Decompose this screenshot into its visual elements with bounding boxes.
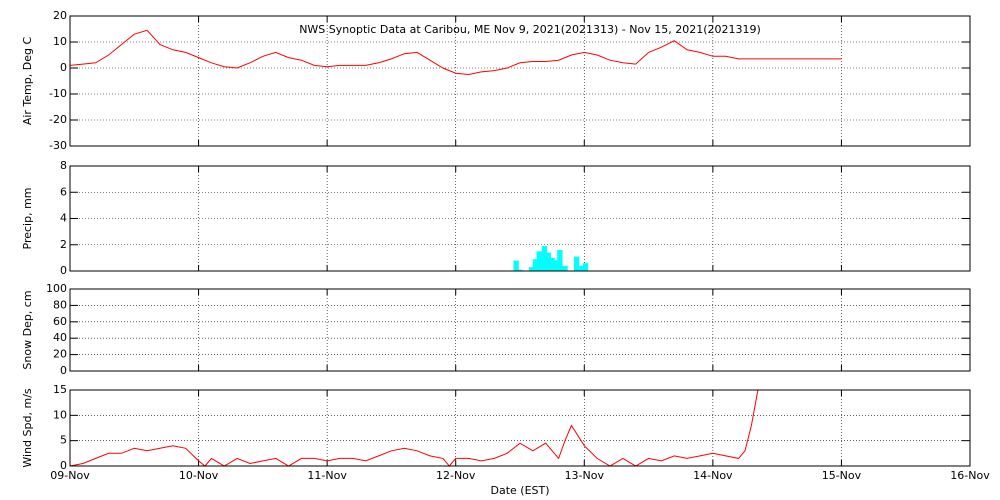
- bar: [532, 259, 539, 271]
- bar: [517, 269, 523, 271]
- bar: [513, 260, 519, 271]
- plot-frame: [69, 288, 971, 372]
- y-tick-label: 8: [60, 159, 67, 172]
- plot-frame: [69, 15, 971, 147]
- y-tick-label: 80: [53, 298, 67, 311]
- bar: [545, 252, 551, 271]
- bar: [557, 250, 563, 271]
- x-tick-label: 14-Nov: [693, 469, 733, 482]
- bar: [528, 267, 535, 271]
- y-tick-label: 0: [60, 364, 67, 377]
- chart-title: NWS Synoptic Data at Caribou, ME Nov 9, …: [299, 23, 761, 36]
- y-tick-label: 15: [53, 383, 67, 396]
- y-tick-label: 10: [53, 408, 67, 421]
- y-tick-label: 6: [60, 185, 67, 198]
- bar: [562, 265, 568, 271]
- y-tick-label: 4: [60, 212, 67, 225]
- y-tick-label: 20: [53, 9, 67, 22]
- data-line: [69, 29, 842, 76]
- y-axis-label: Air Temp, Deg C: [21, 37, 34, 126]
- plot-frame: [69, 389, 971, 467]
- bar: [536, 251, 542, 271]
- bar: [582, 263, 589, 271]
- y-axis-label: Wind Spd, m/s: [21, 388, 34, 468]
- y-axis-label: Snow Dep, cm: [21, 290, 34, 369]
- y-tick-label: 40: [53, 331, 67, 344]
- data-line: [69, 389, 759, 467]
- y-tick-label: 60: [53, 315, 67, 328]
- x-tick-label: 11-Nov: [307, 469, 347, 482]
- x-tick-label: 10-Nov: [179, 469, 219, 482]
- y-tick-label: 10: [53, 35, 67, 48]
- y-tick-label: -30: [49, 139, 67, 152]
- bar: [541, 246, 548, 271]
- x-tick-label: 12-Nov: [436, 469, 476, 482]
- x-tick-label: 09-Nov: [50, 469, 90, 482]
- bar: [577, 265, 584, 271]
- y-tick-label: 0: [60, 61, 67, 74]
- y-tick-label: 5: [60, 434, 67, 447]
- x-tick-label: 16-Nov: [950, 469, 990, 482]
- plot-frame: [69, 165, 971, 272]
- x-tick-label: 15-Nov: [822, 469, 862, 482]
- bar: [573, 256, 580, 271]
- y-tick-label: 0: [60, 459, 67, 472]
- y-tick-label: 2: [60, 238, 67, 251]
- x-tick-label: 13-Nov: [565, 469, 605, 482]
- y-tick-label: 100: [46, 282, 67, 295]
- y-tick-label: 0: [60, 264, 67, 277]
- y-axis-label: Precip, mm: [21, 188, 34, 250]
- y-tick-label: -10: [49, 87, 67, 100]
- x-axis-label: Date (EST): [490, 484, 549, 497]
- bar: [549, 257, 555, 271]
- y-tick-label: -20: [49, 113, 67, 126]
- y-tick-label: 20: [53, 348, 67, 361]
- bar: [553, 260, 559, 271]
